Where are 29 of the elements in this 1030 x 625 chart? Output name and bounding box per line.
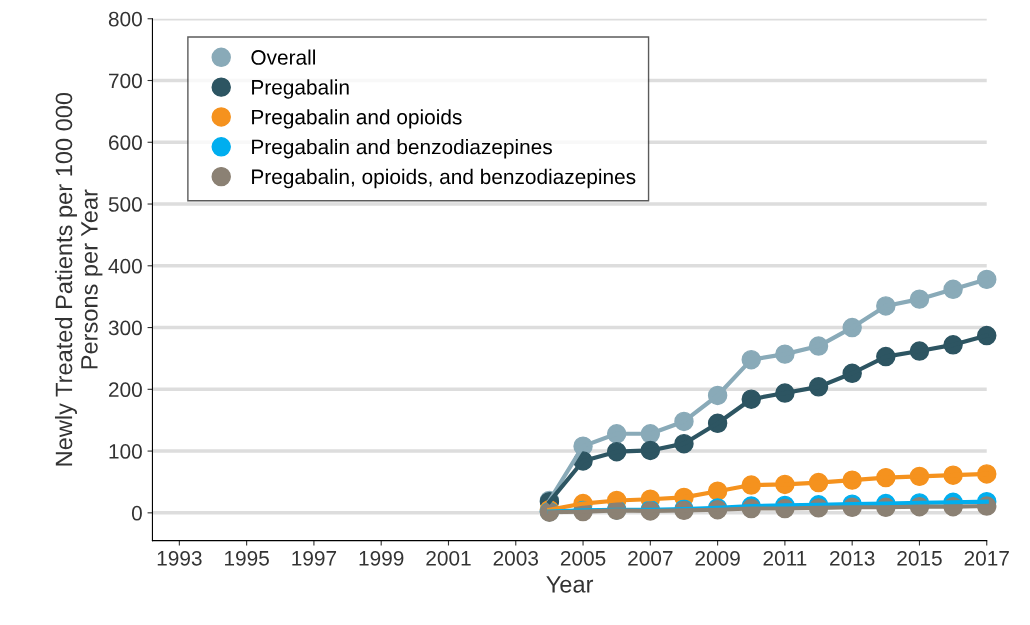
y-tick-label: 500 bbox=[108, 197, 142, 212]
x-tick-label: 1997 bbox=[292, 550, 337, 566]
y-tick-label: 600 bbox=[109, 135, 142, 151]
x-tick-label: 2007 bbox=[628, 550, 673, 566]
x-tick-label: 1995 bbox=[225, 550, 269, 566]
x-tick-label: 1993 bbox=[157, 550, 202, 566]
x-axis-title: Year bbox=[546, 576, 594, 593]
legend-label: Pregabalin bbox=[252, 79, 349, 99]
x-tick-label: 2011 bbox=[763, 550, 807, 566]
x-tick-label: 2001 bbox=[426, 550, 471, 566]
y-axis-title: Newly Treated Patients per 100 000 Persons per Year bbox=[54, 92, 103, 466]
y-tick-label: 100 bbox=[109, 444, 142, 459]
x-tick-label: 2013 bbox=[830, 550, 875, 566]
y-tick-label: 800 bbox=[108, 11, 142, 27]
x-tick-label: 2015 bbox=[897, 550, 942, 566]
legend-label: Pregabalin and opioids bbox=[252, 109, 462, 129]
y-tick-label: 200 bbox=[109, 382, 142, 398]
y-tick-label: 300 bbox=[108, 320, 142, 336]
y-tick-label: 700 bbox=[109, 73, 142, 89]
y-tick-label: 400 bbox=[108, 258, 142, 274]
legend-label: Overall bbox=[251, 49, 315, 65]
x-tick-label: 1999 bbox=[359, 550, 404, 566]
x-tick-label: 2009 bbox=[695, 550, 740, 566]
legend-label: Pregabalin, opioids, and benzodiazepines bbox=[252, 168, 636, 189]
x-tick-label: 2003 bbox=[493, 550, 539, 566]
y-tick-label: 0 bbox=[131, 505, 142, 521]
x-tick-label: 2005 bbox=[560, 550, 606, 566]
legend-label: Pregabalin and benzodiazepines bbox=[252, 139, 552, 159]
x-tick-label: 2017 bbox=[964, 550, 1009, 566]
